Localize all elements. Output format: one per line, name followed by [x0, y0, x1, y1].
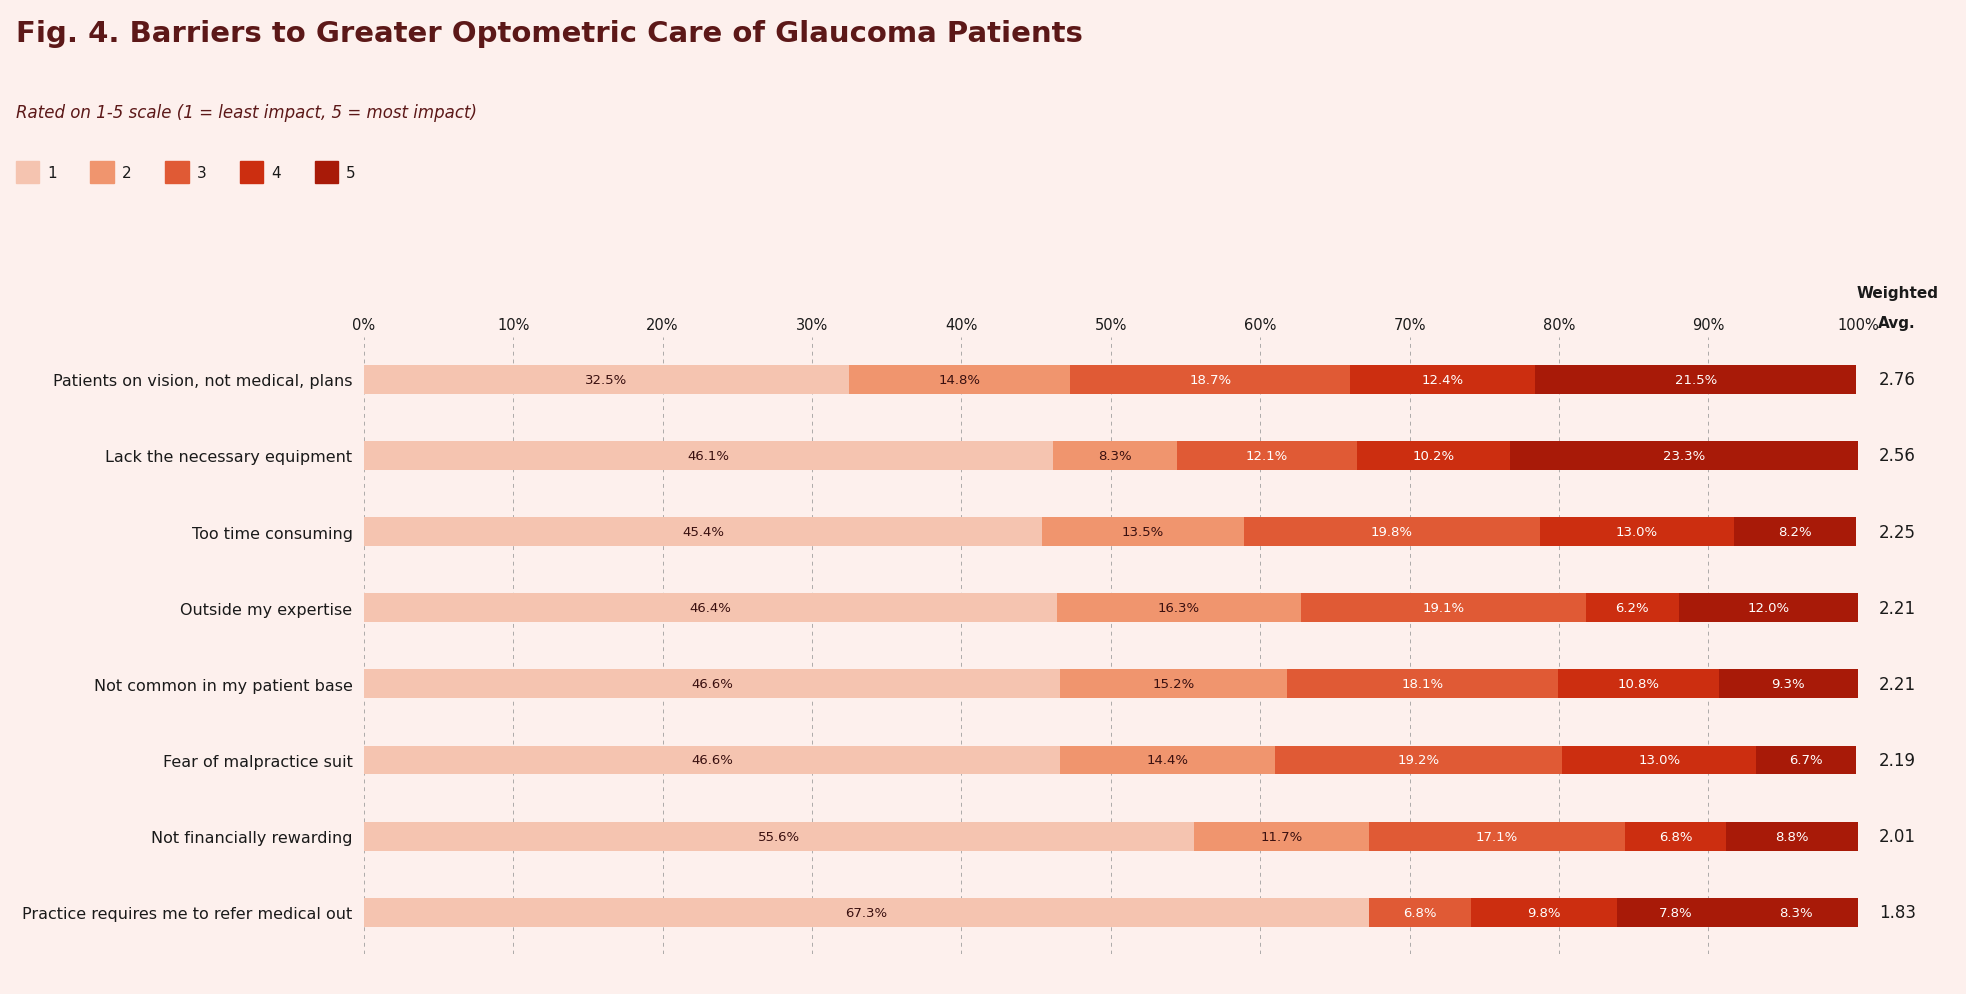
Text: 17.1%: 17.1% [1476, 830, 1518, 843]
Text: 55.6%: 55.6% [759, 830, 800, 843]
Text: 10.2%: 10.2% [1412, 449, 1455, 462]
Text: 21.5%: 21.5% [1675, 374, 1716, 387]
Text: 14.4%: 14.4% [1146, 753, 1189, 766]
Bar [1060, 670, 1288, 699]
Bar [1587, 593, 1679, 622]
Text: 12.0%: 12.0% [1748, 601, 1789, 614]
Bar [1756, 746, 1856, 774]
Text: 5: 5 [346, 165, 356, 181]
Bar [1624, 822, 1726, 851]
Text: 45.4%: 45.4% [682, 526, 723, 539]
Text: 2.56: 2.56 [1879, 447, 1915, 465]
Text: 18.7%: 18.7% [1189, 374, 1231, 387]
Text: 6.8%: 6.8% [1659, 830, 1693, 843]
Text: 8.2%: 8.2% [1779, 526, 1813, 539]
Text: 19.2%: 19.2% [1398, 753, 1439, 766]
Bar [1195, 822, 1368, 851]
Bar [364, 898, 1368, 926]
Text: 6.2%: 6.2% [1616, 601, 1649, 614]
Bar [1368, 822, 1624, 851]
Text: 19.8%: 19.8% [1370, 526, 1414, 539]
Bar [1070, 366, 1351, 395]
Text: 13.0%: 13.0% [1638, 753, 1681, 766]
Text: 67.3%: 67.3% [845, 906, 887, 918]
Bar [1510, 441, 1858, 470]
Text: Weighted: Weighted [1856, 285, 1938, 301]
Bar [1734, 898, 1858, 926]
Text: 1.83: 1.83 [1879, 904, 1915, 921]
Bar [364, 593, 1058, 622]
Bar [1539, 518, 1734, 547]
Bar [364, 518, 1042, 547]
Text: 4: 4 [271, 165, 281, 181]
Text: 2.21: 2.21 [1879, 599, 1915, 617]
Bar [364, 441, 1052, 470]
Text: 46.6%: 46.6% [690, 678, 733, 691]
Bar [1357, 441, 1510, 470]
Bar [1368, 898, 1471, 926]
Text: 6.8%: 6.8% [1404, 906, 1437, 918]
Bar [1557, 670, 1718, 699]
Bar [1176, 441, 1357, 470]
Text: 2.21: 2.21 [1879, 675, 1915, 693]
Text: 2: 2 [122, 165, 132, 181]
Text: 18.1%: 18.1% [1402, 678, 1443, 691]
Bar [364, 670, 1060, 699]
Bar [1734, 518, 1856, 547]
Text: 32.5%: 32.5% [586, 374, 627, 387]
Bar [1052, 441, 1176, 470]
Text: 8.8%: 8.8% [1775, 830, 1809, 843]
Text: 46.6%: 46.6% [690, 753, 733, 766]
Text: 11.7%: 11.7% [1260, 830, 1303, 843]
Bar [1563, 746, 1756, 774]
Text: 13.0%: 13.0% [1616, 526, 1657, 539]
Text: 6.7%: 6.7% [1789, 753, 1822, 766]
Text: Avg.: Avg. [1878, 315, 1917, 331]
Text: 2.76: 2.76 [1879, 371, 1915, 389]
Text: 12.1%: 12.1% [1246, 449, 1288, 462]
Bar [1276, 746, 1563, 774]
Text: 15.2%: 15.2% [1152, 678, 1195, 691]
Text: 8.3%: 8.3% [1097, 449, 1130, 462]
Text: 12.4%: 12.4% [1421, 374, 1463, 387]
Text: 16.3%: 16.3% [1158, 601, 1199, 614]
Bar [1301, 593, 1587, 622]
Bar [1618, 898, 1734, 926]
Text: 10.8%: 10.8% [1618, 678, 1659, 691]
Text: 2.25: 2.25 [1879, 523, 1915, 541]
Bar [1288, 670, 1557, 699]
Text: Fig. 4. Barriers to Greater Optometric Care of Glaucoma Patients: Fig. 4. Barriers to Greater Optometric C… [16, 20, 1083, 48]
Text: 13.5%: 13.5% [1123, 526, 1164, 539]
Bar [1726, 822, 1858, 851]
Text: 23.3%: 23.3% [1663, 449, 1705, 462]
Text: 9.3%: 9.3% [1771, 678, 1805, 691]
Bar [364, 746, 1060, 774]
Text: 46.4%: 46.4% [690, 601, 731, 614]
Bar [1351, 366, 1535, 395]
Bar [1679, 593, 1858, 622]
Text: Rated on 1-5 scale (1 = least impact, 5 = most impact): Rated on 1-5 scale (1 = least impact, 5 … [16, 104, 476, 122]
Text: 2.19: 2.19 [1879, 751, 1915, 769]
Text: 1: 1 [47, 165, 57, 181]
Bar [1471, 898, 1618, 926]
Text: 7.8%: 7.8% [1659, 906, 1693, 918]
Text: 14.8%: 14.8% [940, 374, 981, 387]
Bar [1058, 593, 1301, 622]
Bar [1535, 366, 1856, 395]
Bar [1244, 518, 1539, 547]
Text: 19.1%: 19.1% [1421, 601, 1465, 614]
Text: 3: 3 [197, 165, 206, 181]
Bar [364, 366, 849, 395]
Bar [1042, 518, 1244, 547]
Bar [849, 366, 1070, 395]
Text: 46.1%: 46.1% [686, 449, 729, 462]
Bar [1718, 670, 1858, 699]
Text: 2.01: 2.01 [1879, 827, 1915, 845]
Bar [1060, 746, 1276, 774]
Text: 9.8%: 9.8% [1528, 906, 1561, 918]
Text: 8.3%: 8.3% [1779, 906, 1813, 918]
Bar [364, 822, 1195, 851]
